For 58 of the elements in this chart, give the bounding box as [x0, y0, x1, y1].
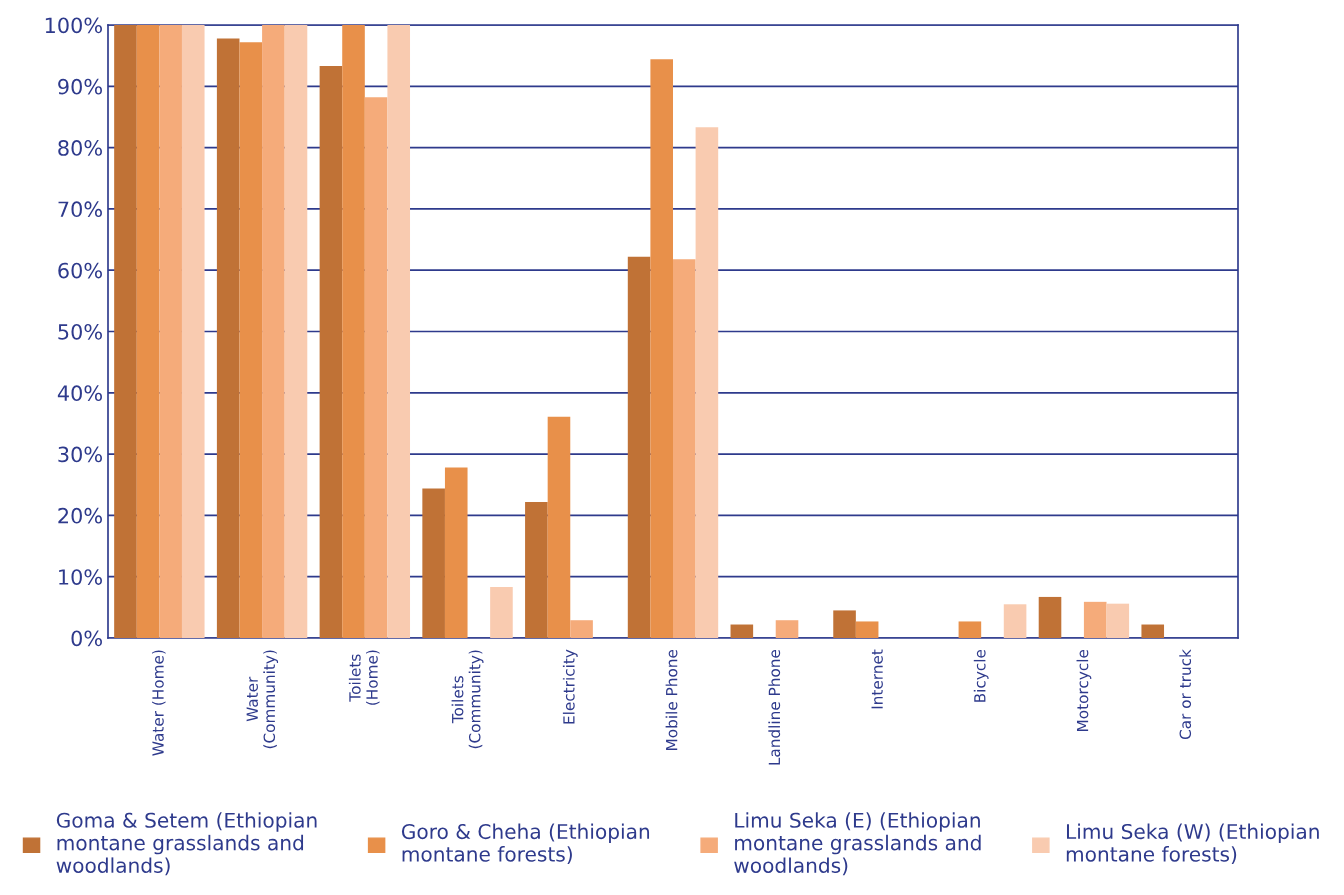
- bar: [730, 624, 754, 638]
- x-tick-label: Internet: [871, 649, 883, 709]
- bar: [833, 610, 856, 638]
- x-tick-label: Mobile Phone: [665, 649, 678, 750]
- bar: [444, 467, 468, 638]
- y-tick-label: 70%: [58, 201, 102, 218]
- bar: [958, 621, 982, 638]
- bar: [216, 38, 240, 638]
- y-tick-label: 50%: [58, 323, 102, 340]
- bar: [1083, 601, 1107, 638]
- bar: [1141, 624, 1165, 638]
- bar: [387, 25, 411, 638]
- bar: [1038, 596, 1062, 638]
- y-tick-label: 30%: [58, 446, 102, 463]
- bar: [284, 25, 308, 638]
- legend-label: Goro & Cheha (Ethiopian montane forests): [401, 823, 650, 865]
- bar: [673, 259, 696, 638]
- bar: [262, 25, 285, 638]
- bar: [422, 488, 445, 638]
- bar: [239, 42, 263, 638]
- y-tick-label: 100%: [45, 17, 102, 34]
- x-tick-label: Water (Home): [151, 650, 166, 756]
- legend-label: Goma & Setem (Ethiopian montane grasslands and woodlands): [56, 812, 317, 876]
- bar: [855, 621, 879, 638]
- legend-label: Limu Seka (E) (Ethiopian montane grasslands and woodlands): [734, 812, 981, 876]
- bar: [1106, 603, 1130, 638]
- bar: [319, 66, 343, 638]
- bar: [1003, 604, 1027, 638]
- bar: [570, 620, 593, 638]
- bar: [627, 256, 651, 638]
- y-tick-label: 20%: [58, 507, 102, 524]
- x-tick-label: Electricity: [562, 649, 578, 724]
- x-tick-label: Car or truck: [1179, 649, 1192, 740]
- bar: [650, 59, 673, 638]
- bar: [525, 501, 548, 638]
- x-tick-label: Bicycle: [973, 649, 989, 702]
- bar: [181, 25, 205, 638]
- bar: [342, 25, 365, 638]
- x-tick-label: Water (Community): [246, 650, 279, 749]
- bar: [136, 25, 160, 638]
- y-tick-label: 90%: [58, 78, 102, 95]
- bar: [114, 25, 137, 638]
- y-tick-label: 80%: [58, 140, 102, 156]
- x-tick-label: Motorcycle: [1076, 649, 1092, 731]
- x-tick-label: Toilets (Community): [451, 650, 484, 749]
- y-tick-label: 40%: [57, 385, 102, 402]
- bar: [775, 620, 799, 638]
- x-tick-label: Landline Phone: [768, 649, 781, 765]
- x-tick-label: Toilets (Home): [348, 650, 380, 705]
- y-tick-label: 60%: [58, 262, 102, 279]
- bar: [364, 97, 388, 638]
- bar: [695, 127, 719, 638]
- bar: [490, 587, 513, 638]
- y-tick-label: 10%: [59, 569, 102, 585]
- bar: [159, 25, 182, 638]
- bar: [547, 416, 571, 638]
- y-tick-label: 0%: [71, 630, 102, 647]
- legend-label: Limu Seka (W) (Ethiopian montane forests): [1066, 823, 1319, 865]
